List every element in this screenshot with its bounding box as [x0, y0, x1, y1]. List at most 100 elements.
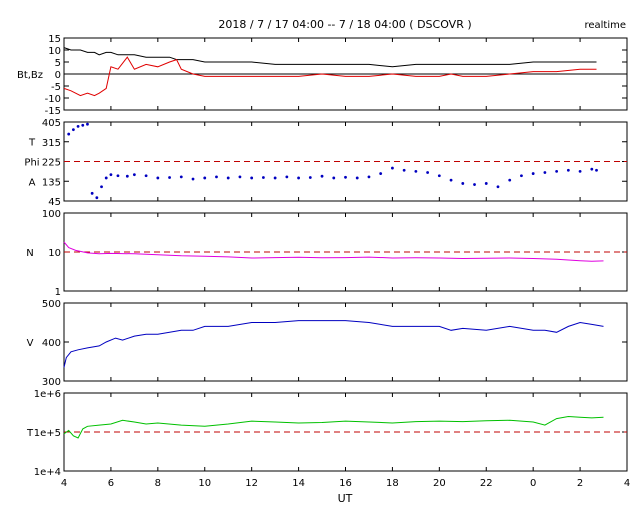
data-point	[215, 175, 218, 179]
data-point	[379, 172, 383, 175]
data-point	[238, 175, 242, 179]
data-point	[332, 176, 336, 180]
y-axis-label: Phi	[24, 158, 39, 169]
data-point	[191, 177, 195, 181]
series-line-bz	[63, 56, 597, 97]
data-point	[71, 128, 75, 132]
data-point	[555, 169, 559, 173]
x-tick-label: 20	[433, 478, 446, 489]
x-tick-label: 12	[245, 478, 258, 489]
y-tick-label: -15	[45, 106, 61, 117]
data-point	[320, 174, 324, 178]
data-point	[104, 176, 108, 180]
y-tick-label: 10	[48, 248, 61, 259]
y-tick-label: 500	[42, 299, 61, 310]
x-tick-label: 6	[108, 478, 114, 489]
data-point	[100, 185, 103, 189]
data-point	[496, 185, 500, 189]
data-point	[95, 196, 99, 200]
y-tick-label: 15	[48, 34, 61, 45]
data-point	[67, 132, 71, 136]
panel-phi-angle: 405 315 225 135 45 T Phi A	[24, 118, 628, 208]
y-axis-label: V	[27, 338, 34, 349]
data-point	[297, 176, 300, 180]
data-point	[578, 169, 582, 173]
data-point	[308, 176, 312, 179]
y-tick-label: 0	[55, 70, 61, 81]
data-point	[355, 176, 359, 180]
data-point	[109, 173, 113, 177]
data-point	[590, 167, 594, 171]
data-point	[116, 174, 120, 178]
data-point	[461, 182, 465, 185]
panel-frame	[63, 302, 628, 382]
chart-title: 2018 / 7 / 17 04:00 -- 7 / 18 04:00 ( DS…	[218, 18, 471, 31]
y-tick-label: 315	[42, 138, 61, 149]
series-line-v	[63, 320, 604, 368]
y-tick-label: 5	[55, 58, 61, 69]
x-tick-label: 4	[624, 478, 630, 489]
x-tick-label: 10	[198, 478, 211, 489]
data-point	[543, 171, 547, 174]
x-tick-label: 8	[155, 478, 161, 489]
y-tick-label: 100	[42, 209, 61, 220]
y-tick-label: 1e+4	[34, 467, 61, 478]
x-axis-label: UT	[338, 492, 353, 505]
x-tick-label: 2	[577, 478, 583, 489]
data-point	[473, 183, 476, 186]
y-tick-label: -5	[51, 82, 61, 93]
y-tick-label: 1e+6	[34, 389, 61, 400]
data-point	[531, 172, 535, 175]
y-tick-label: 135	[42, 177, 61, 188]
y-tick-label: 400	[42, 338, 61, 349]
data-point	[344, 175, 347, 179]
data-point	[402, 168, 406, 172]
data-point	[414, 169, 418, 173]
data-point	[168, 176, 171, 179]
x-tick-label: 14	[292, 478, 305, 489]
data-point	[179, 175, 183, 179]
data-point	[226, 176, 230, 180]
panel-temperature: 1e+6 1e+5 1e+4 T	[26, 389, 628, 478]
data-point	[86, 122, 89, 126]
data-point	[81, 123, 85, 127]
y-tick-label: 225	[42, 158, 61, 169]
data-point	[367, 175, 371, 179]
y-tick-label: 1	[55, 287, 61, 298]
data-point	[484, 182, 488, 185]
data-point	[76, 124, 80, 128]
data-point	[566, 168, 570, 172]
x-tick-label: 0	[530, 478, 536, 489]
panels: 151050-5-10-15Bt,Bz40531522513545TPhiA10…	[17, 34, 628, 478]
data-point	[520, 174, 523, 178]
series-line-n	[63, 241, 604, 262]
x-axis: 4 6 8 10 12 14 16 18 20 22 0 2 4	[61, 478, 630, 489]
y-tick-label: -10	[45, 94, 61, 105]
data-point	[90, 191, 94, 195]
y-tick-label: 1e+5	[34, 428, 61, 439]
y-tick-label: 45	[48, 197, 61, 208]
data-point	[595, 168, 598, 172]
data-point	[437, 174, 441, 178]
data-point	[273, 176, 277, 180]
y-axis-label: Bt,Bz	[17, 70, 43, 81]
data-point	[426, 171, 430, 174]
y-tick-label: 10	[48, 46, 61, 57]
series-line-bt	[63, 47, 597, 68]
data-point	[261, 176, 265, 179]
data-point	[391, 166, 394, 170]
realtime-label: realtime	[584, 20, 626, 31]
y-axis-label: T	[28, 138, 36, 149]
data-point	[125, 174, 129, 178]
data-point	[156, 176, 160, 180]
panel-density: 100 10 1 N	[26, 209, 628, 298]
data-point	[250, 176, 254, 180]
x-tick-label: 22	[480, 478, 493, 489]
data-point	[508, 178, 512, 182]
series-line-t	[63, 415, 604, 439]
panel-speed: 500 400 300 V	[27, 299, 628, 388]
data-point	[203, 176, 207, 180]
x-tick-label: 18	[386, 478, 399, 489]
